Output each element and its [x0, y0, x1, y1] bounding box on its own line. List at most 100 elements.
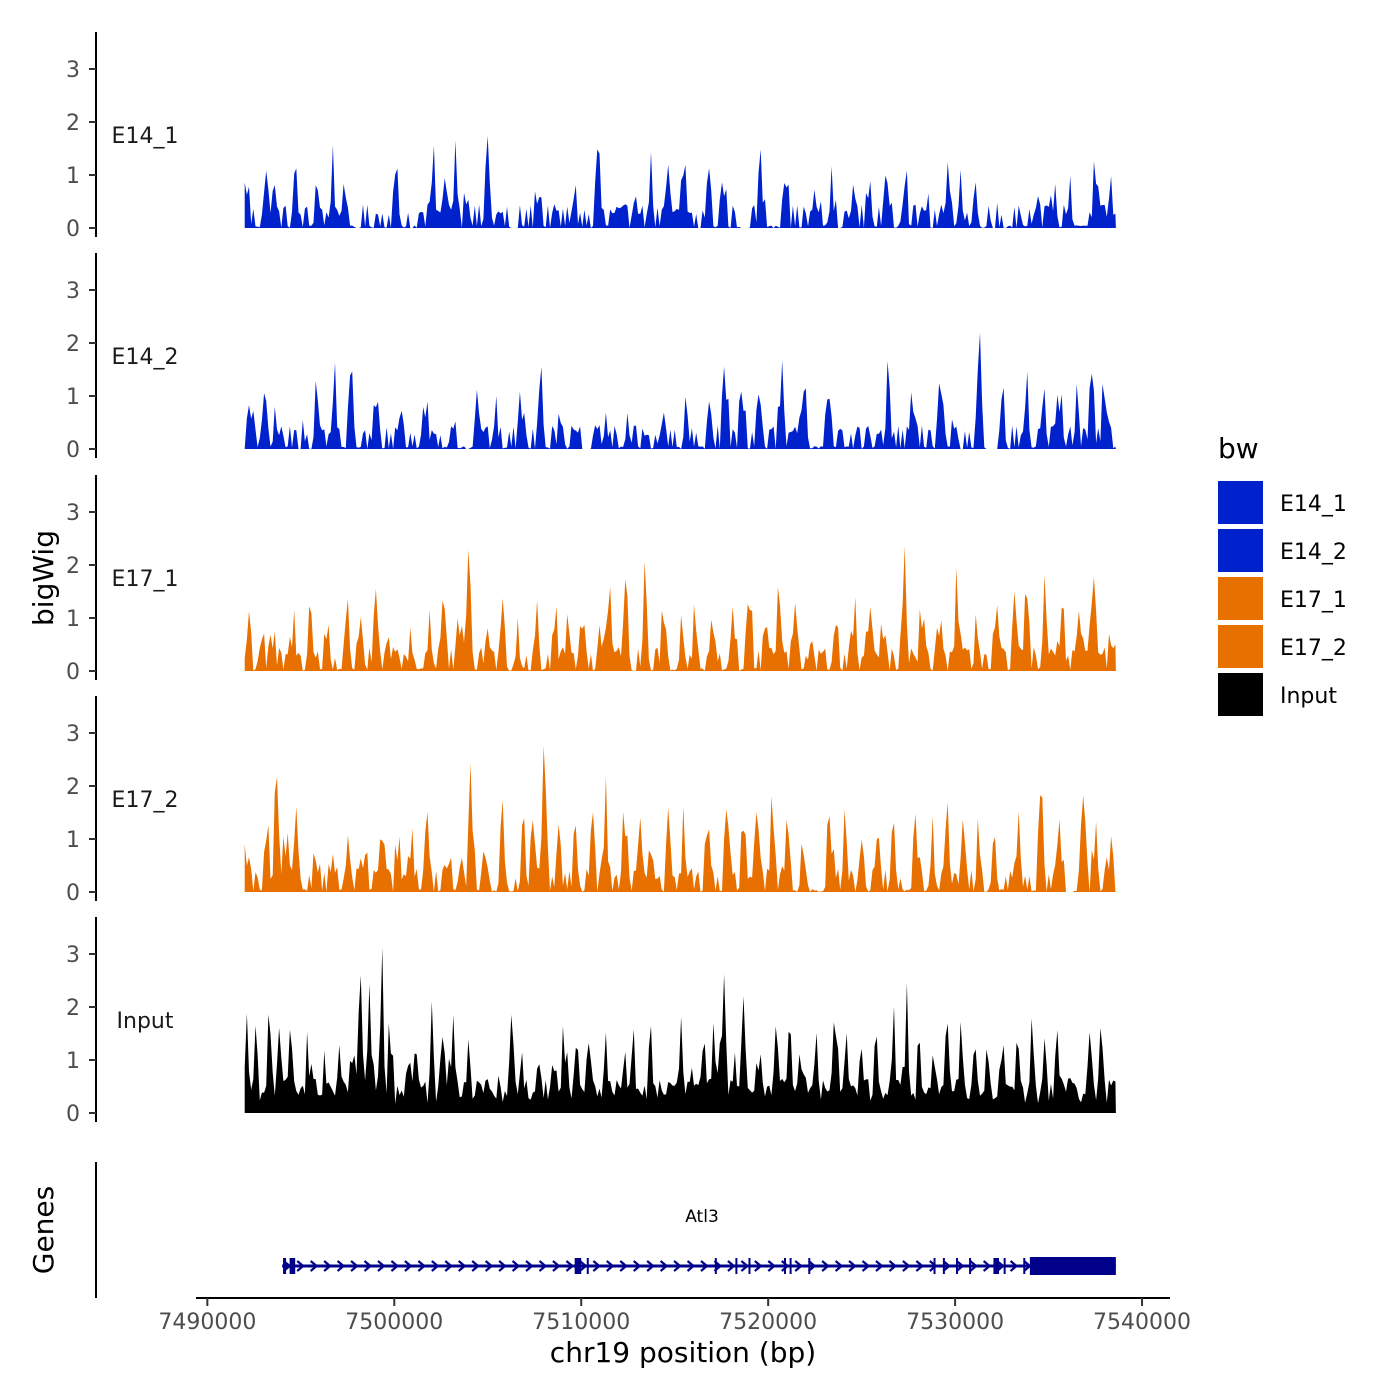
strand-arrow — [377, 1260, 386, 1272]
track-label-Input: Input — [117, 1009, 174, 1034]
strand-arrow — [727, 1260, 736, 1272]
strand-arrow — [673, 1260, 682, 1272]
strand-arrow — [861, 1260, 871, 1272]
x-axis-title: chr19 position (bp) — [550, 1336, 816, 1369]
strand-arrow — [807, 1260, 817, 1272]
strand-arrow — [579, 1260, 588, 1272]
track-label-E14_1: E14_1 — [112, 124, 179, 149]
legend-swatch-E17_1 — [1218, 577, 1263, 620]
x-axis: 7490000 7500000 7510000 7520000 7530000 75400… — [158, 1297, 1191, 1335]
legend-label-Input: Input — [1280, 684, 1337, 709]
strand-arrow — [969, 1260, 978, 1272]
strand-arrow — [404, 1260, 413, 1272]
strand-arrow — [363, 1260, 373, 1272]
x-tick-label: 7530000 — [906, 1310, 1004, 1335]
strand-arrow — [565, 1260, 575, 1272]
exon-block — [574, 1258, 582, 1274]
legend: bw E14_1 E14_2 E17_1 E17_2 Input — [1218, 432, 1347, 716]
strand-arrow — [592, 1260, 602, 1272]
strand-arrow — [619, 1260, 628, 1272]
y-tick-label: 3 — [66, 943, 80, 968]
strand-arrow — [1009, 1260, 1019, 1272]
legend-label-E14_2: E14_2 — [1280, 540, 1347, 565]
track-label-E17_2: E17_2 — [112, 788, 179, 813]
gene-label: Atl3 — [685, 1207, 719, 1227]
strand-arrow — [686, 1260, 696, 1272]
y-tick-label: 1 — [66, 164, 80, 189]
x-tick-label: 7500000 — [345, 1310, 443, 1335]
legend-swatch-Input — [1218, 673, 1263, 716]
x-tick-label: 7520000 — [719, 1310, 817, 1335]
strand-arrow — [538, 1260, 548, 1272]
x-tick-label: 7540000 — [1093, 1310, 1191, 1335]
strand-arrow — [350, 1260, 359, 1272]
strand-arrow — [848, 1260, 857, 1272]
strand-arrow — [390, 1260, 400, 1272]
strand-arrow — [956, 1260, 965, 1272]
strand-arrow — [525, 1260, 534, 1272]
y-tick-label: 1 — [66, 828, 80, 853]
strand-arrow — [296, 1260, 305, 1272]
y-tick-label: 0 — [66, 660, 80, 685]
legend-swatch-E14_2 — [1218, 529, 1263, 572]
strand-arrow — [740, 1260, 750, 1272]
strand-arrow — [942, 1260, 951, 1272]
coverage-area-E17_2 — [244, 745, 1116, 892]
y-tick-label: 2 — [66, 554, 80, 579]
legend-label-E14_1: E14_1 — [1280, 492, 1347, 517]
strand-arrow — [781, 1260, 790, 1272]
y-tick-label: 1 — [66, 607, 80, 632]
strand-arrow — [902, 1260, 911, 1272]
track-label-E14_2: E14_2 — [112, 345, 179, 370]
y-tick-label: 3 — [66, 722, 80, 747]
y-tick-label: 2 — [66, 775, 80, 800]
coverage-area-Input — [244, 947, 1116, 1113]
legend-title: bw — [1218, 432, 1259, 465]
track-E17_2: 0 1 2 3 E17_2 — [66, 696, 1116, 906]
strand-arrow — [821, 1260, 830, 1272]
track-panels: 0 1 2 3 E14_1 0 1 2 3 E14_2 0 1 2 3 E17_1 0 1 2 3 E17_2 0 1 2 3… — [66, 32, 1116, 1127]
x-tick-label: 7490000 — [158, 1310, 256, 1335]
strand-arrow — [794, 1260, 803, 1272]
y-tick-label: 2 — [66, 996, 80, 1021]
strand-arrow — [458, 1260, 467, 1272]
track-E17_1: 0 1 2 3 E17_1 — [66, 475, 1116, 685]
strand-arrow — [754, 1260, 763, 1272]
exon-block — [1029, 1257, 1116, 1275]
strand-arrow — [632, 1260, 642, 1272]
coverage-area-E17_1 — [244, 546, 1116, 671]
strand-arrow — [471, 1260, 480, 1272]
coverage-area-E14_2 — [244, 332, 1116, 449]
strand-arrow — [417, 1260, 427, 1272]
y-tick-label: 3 — [66, 501, 80, 526]
y-tick-label: 3 — [66, 58, 80, 83]
genes-panel: Genes Atl3 — [27, 1162, 1116, 1298]
strand-arrow — [834, 1260, 844, 1272]
track-label-E17_1: E17_1 — [112, 567, 179, 592]
strand-arrow — [444, 1260, 453, 1272]
strand-arrow — [767, 1260, 776, 1272]
strand-arrow — [498, 1260, 507, 1272]
y-tick-label: 2 — [66, 111, 80, 136]
legend-label-E17_1: E17_1 — [1280, 588, 1347, 613]
y-tick-label: 0 — [66, 881, 80, 906]
strand-arrow — [606, 1260, 615, 1272]
strand-arrow — [700, 1260, 709, 1272]
track-E14_2: 0 1 2 3 E14_2 — [66, 253, 1116, 463]
strand-arrow — [431, 1260, 440, 1272]
strand-arrow — [915, 1260, 925, 1272]
y-tick-label: 0 — [66, 1102, 80, 1127]
legend-swatch-E14_1 — [1218, 481, 1263, 524]
strand-arrow — [484, 1260, 494, 1272]
exon-block — [993, 1258, 1000, 1274]
strand-arrow — [323, 1260, 332, 1272]
strand-arrow — [336, 1260, 346, 1272]
track-Input: 0 1 2 3 Input — [66, 917, 1116, 1127]
y-tick-label: 1 — [66, 1049, 80, 1074]
exon-block — [289, 1258, 296, 1274]
y-tick-label: 1 — [66, 385, 80, 410]
gene-model — [282, 1257, 1116, 1275]
y-tick-label: 2 — [66, 332, 80, 357]
strand-arrow — [888, 1260, 898, 1272]
